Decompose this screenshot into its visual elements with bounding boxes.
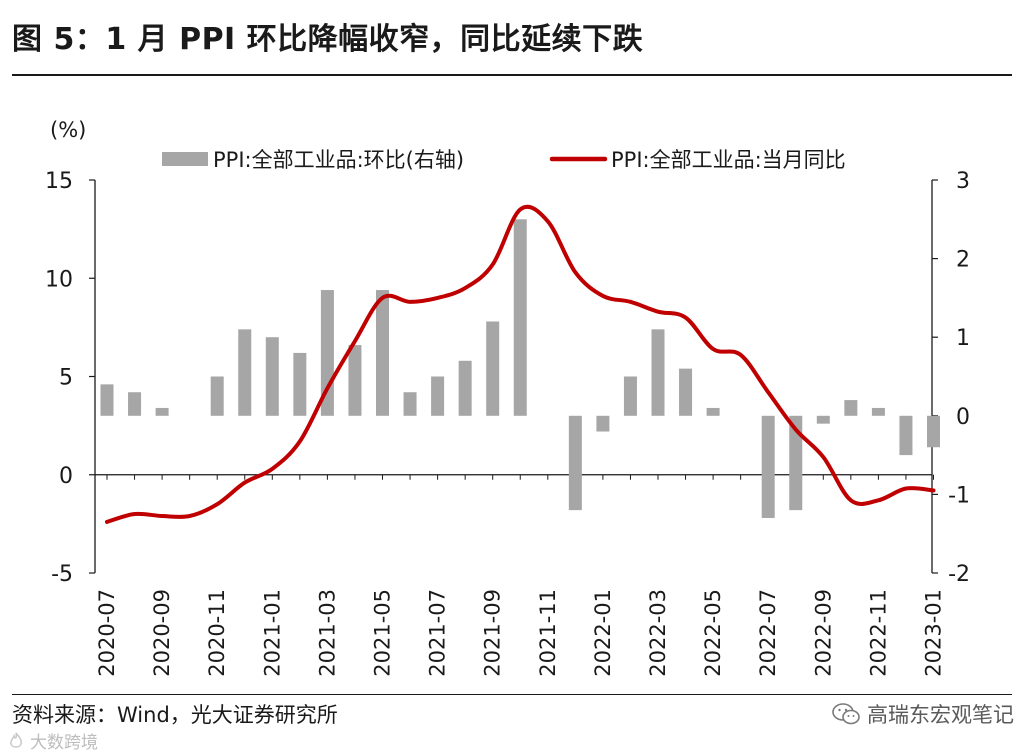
x-tick-label: 2020-09 [150,589,174,677]
bar-2022-10 [844,400,858,416]
bar-2022-03 [651,329,665,416]
bar-2023-01 [927,415,940,448]
bar-2022-07 [761,415,775,518]
right-tick-label: 2 [956,248,970,273]
x-tick-label: 2020-07 [95,589,119,677]
legend-bar-label: PPI:全部工业品:环比(右轴) [213,148,464,172]
x-tick-label: 2021-03 [315,589,339,677]
flame-logo-icon [10,732,22,748]
title-divider [12,74,1012,76]
bar-2022-08 [789,415,803,511]
right-tick-label: 1 [956,326,970,351]
right-tick-label: -2 [948,562,970,587]
legend-bar-swatch [162,152,208,166]
bar-2022-01 [596,415,610,432]
bar-2022-02 [623,376,637,416]
x-tick-label: 2021-09 [481,589,505,677]
bar-2022-05 [706,407,720,416]
site-watermark: 大数跨境 [6,728,98,753]
x-tick-label: 2022-11 [866,589,890,677]
bar-2021-09 [486,321,500,416]
bar-2022-12 [899,415,913,456]
bar-2021-04 [348,345,362,416]
wechat-icon [832,703,860,725]
bar-2021-07 [431,376,445,416]
right-tick-label: 3 [956,169,970,194]
x-tick-label: 2022-09 [811,589,835,677]
bar-2022-11 [871,407,885,416]
yoy-line [105,204,936,524]
figure-title: 图 5：1 月 PPI 环比降幅收窄，同比延续下跌 [12,22,644,57]
site-watermark-text: 大数跨境 [30,733,98,753]
left-tick-label: 0 [59,464,73,489]
bar-2021-06 [403,392,417,416]
bar-series-layer [100,219,940,518]
account-name: 高瑞东宏观笔记 [867,703,1014,727]
left-tick-label: 5 [59,366,73,391]
x-tick-label: 2022-03 [646,589,670,677]
left-tick-label: 10 [45,267,73,292]
left-tick-label: -5 [51,562,73,587]
legend-line-label: PPI:全部工业品:当月同比 [611,148,846,172]
x-tick-label: 2021-01 [260,589,284,677]
bar-2022-04 [679,368,693,416]
footer-divider [12,694,1012,695]
right-tick-label: 0 [956,405,970,430]
bar-2021-01 [265,337,279,416]
bar-2021-08 [458,360,472,416]
bar-2020-12 [238,329,252,416]
x-tick-label: 2020-11 [205,589,229,677]
x-tick-label: 2022-05 [701,589,725,677]
x-tick-label: 2021-05 [371,589,395,677]
x-tick-label: 2022-07 [756,589,780,677]
bar-2021-10 [513,219,527,416]
x-tick-label: 2022-01 [591,589,615,677]
bar-2021-02 [293,352,307,416]
right-tick-label: -1 [948,483,970,508]
bar-2022-09 [816,415,830,424]
bar-2020-07 [100,384,114,416]
bar-2021-12 [568,415,582,511]
line-series-layer [105,204,936,524]
x-tick-label: 2021-07 [426,589,450,677]
bar-2020-08 [128,392,142,416]
bar-2021-05 [376,290,389,416]
bar-2020-09 [155,407,169,416]
account-watermark: 高瑞东宏观笔记 [831,699,1014,729]
x-tick-label: 2023-01 [922,589,946,677]
left-tick-label: 15 [45,169,73,194]
bar-2020-11 [210,376,224,416]
x-tick-label: 2021-11 [536,589,560,677]
source-note: 资料来源：Wind，光大证券研究所 [12,703,338,727]
left-axis-unit: (%) [50,118,86,142]
legend: PPI:全部工业品:环比(右轴) PPI:全部工业品:当月同比 [162,148,846,172]
